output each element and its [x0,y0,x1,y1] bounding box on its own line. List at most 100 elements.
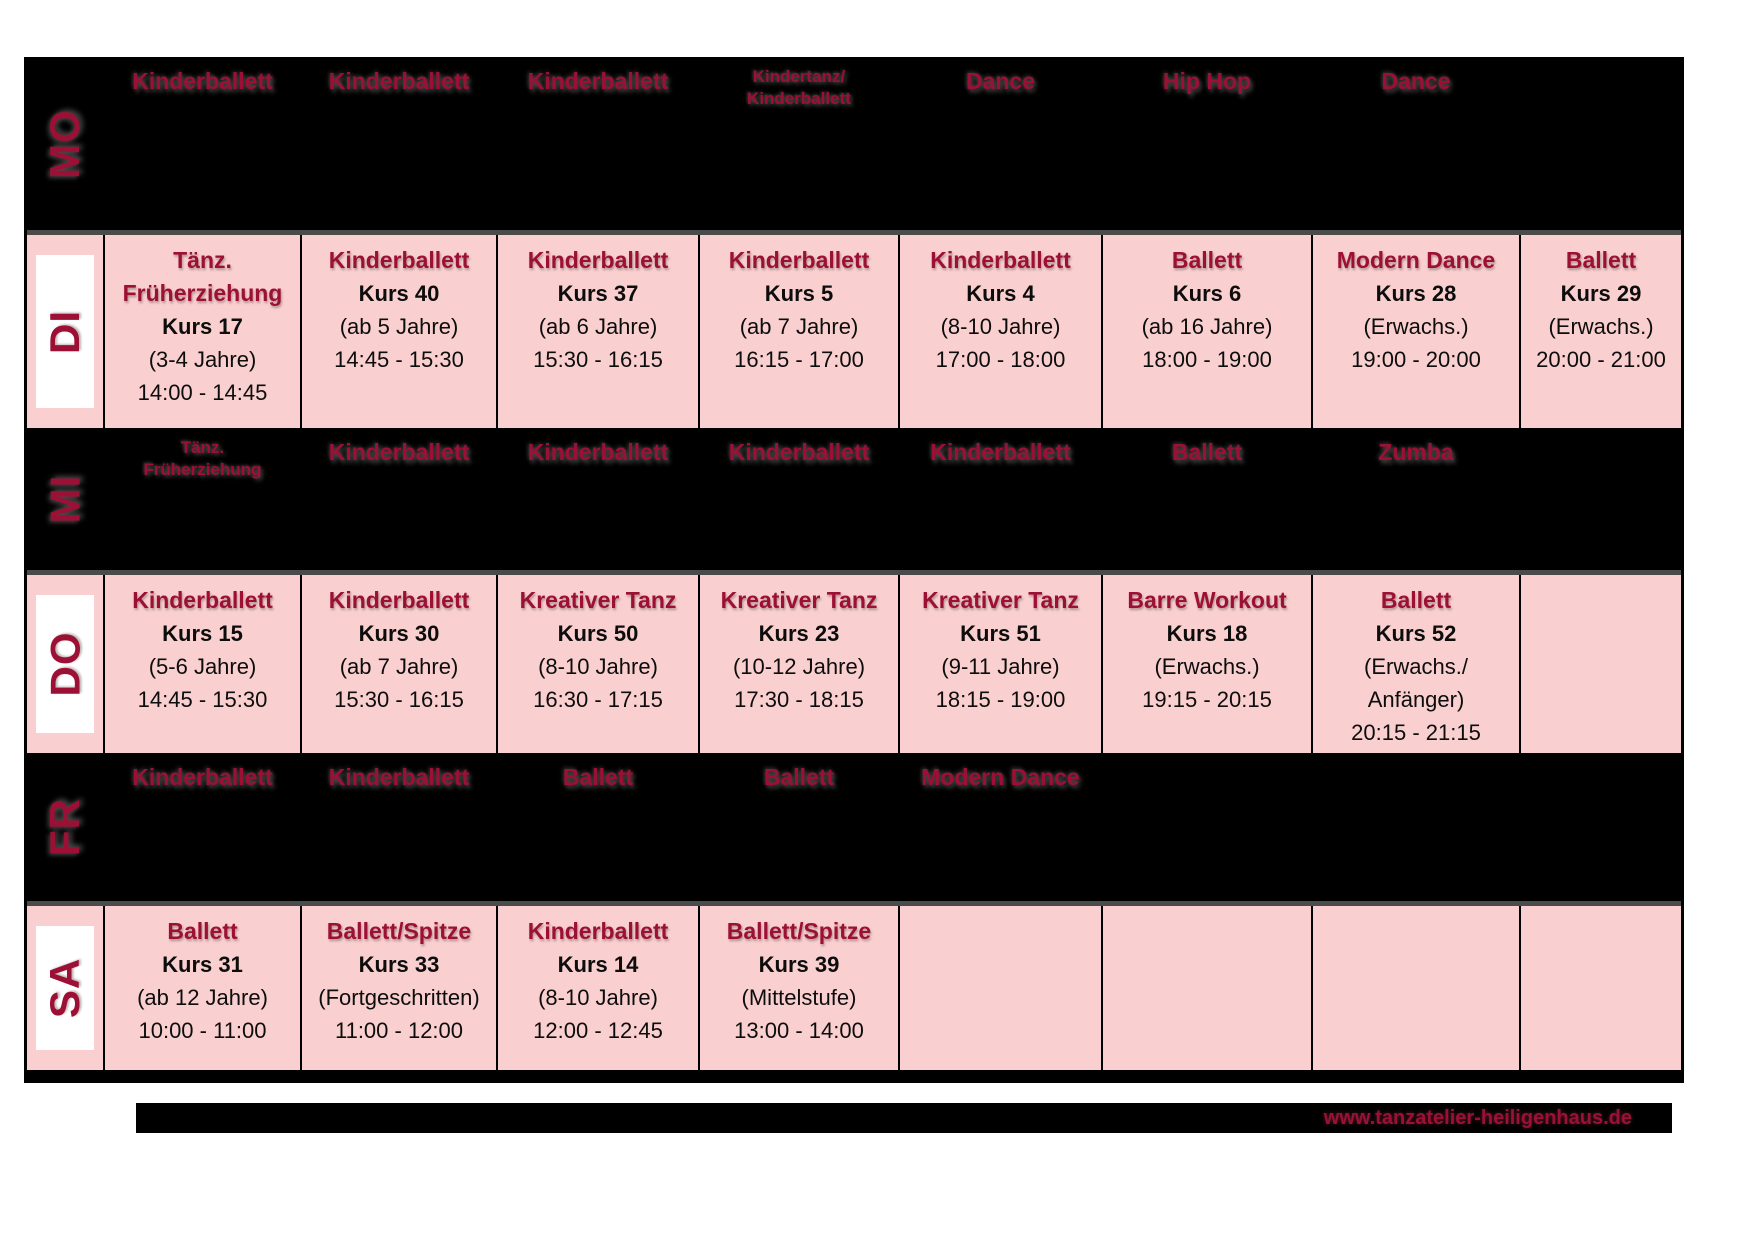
day-label: DI [41,309,88,354]
empty-cell [1519,575,1681,753]
course-cell: Kinderballett Kurs 14 (8-10 Jahre) 12:00… [496,906,698,1070]
course-cell: Kinderballett [103,57,300,230]
course-title: Ballett/Spitze [726,918,872,944]
course-time: 14:45 - 15:30 [334,347,464,372]
course-cell: Kreativer Tanz Kurs 23 (10-12 Jahre) 17:… [698,575,898,753]
course-age: (8-10 Jahre) [940,314,1061,339]
course-time: 18:15 - 19:00 [935,687,1066,712]
course-title: Modern Dance [921,764,1080,790]
course-title: Zumba [1378,439,1454,465]
weekly-schedule-table: MO Kinderballett Kinderballett Kinderbal… [24,57,1684,1083]
course-time: 17:30 - 18:15 [734,687,864,712]
row-thursday: DO Kinderballett Kurs 15 (5-6 Jahre) 14:… [27,570,1681,753]
course-title: Kinderballett [527,68,669,94]
course-cell: Modern Dance [898,753,1101,901]
course-cell: Kreativer Tanz Kurs 51 (9-11 Jahre) 18:1… [898,575,1101,753]
day-label-box: SA [36,926,94,1050]
course-title: Ballett [1171,439,1243,465]
course-cell: Ballett/Spitze Kurs 33 (Fortgeschritten)… [300,906,496,1070]
course-age: (9-11 Jahre) [941,654,1060,679]
course-age: (10-12 Jahre) [732,654,866,679]
course-title: Ballett [1171,247,1243,273]
course-time: 18:00 - 19:00 [1142,347,1272,372]
course-cell: Dance [1311,57,1519,230]
course-title: Kreativer Tanz [922,587,1079,613]
course-cell: Modern Dance Kurs 28 (Erwachs.) 19:00 - … [1311,235,1519,428]
day-label-box: MO [36,77,94,210]
course-age: (Fortgeschritten) [318,985,480,1010]
course-number: Kurs 52 [1375,621,1457,646]
course-cell: Kinderballett [300,57,496,230]
course-number: Kurs 5 [764,281,834,306]
course-title: Barre Workout [1127,587,1287,613]
course-title: Kinderballett [328,764,470,790]
course-number: Kurs 40 [358,281,440,306]
course-age-line2: Anfänger) [1367,687,1465,712]
course-number: Kurs 50 [557,621,639,646]
website-url: www.tanzatelier-heiligenhaus.de [1323,1106,1632,1129]
course-title: Kinderballett [728,247,870,273]
course-title-line2: Kinderballett [747,89,851,108]
course-age: (5-6 Jahre) [148,654,257,679]
course-number: Kurs 37 [557,281,639,306]
course-cell: Kreativer Tanz Kurs 50 (8-10 Jahre) 16:3… [496,575,698,753]
day-label-box: DI [36,255,94,408]
course-cell: Ballett [698,753,898,901]
course-age: (ab 7 Jahre) [739,314,859,339]
row-saturday: SA Ballett Kurs 31 (ab 12 Jahre) 10:00 -… [27,901,1681,1070]
course-number: Kurs 18 [1166,621,1248,646]
course-title: Kindertanz/ [752,67,846,86]
day-column: DO [27,575,103,753]
course-cell: Kindertanz/ Kinderballett [698,57,898,230]
course-title: Tänz. [173,247,232,273]
course-title: Ballett [763,764,835,790]
course-title-line2: Früherziehung [143,460,262,479]
course-cell: Kinderballett Kurs 4 (8-10 Jahre) 17:00 … [898,235,1101,428]
course-title: Dance [965,68,1036,94]
course-cell: Kinderballett [496,57,698,230]
course-time: 19:15 - 20:15 [1142,687,1272,712]
course-title: Kinderballett [328,587,470,613]
row-friday: FR Kinderballett Kinderballett Ballett B… [27,753,1681,901]
course-cell: Kinderballett Kurs 37 (ab 6 Jahre) 15:30… [496,235,698,428]
course-title: Kinderballett [328,68,470,94]
course-title: Kinderballett [930,439,1071,465]
course-title: Kinderballett [132,764,273,790]
course-title: Ballett [1380,587,1452,613]
day-column: MO [27,57,103,230]
day-label-box: DO [36,595,94,733]
course-time: 20:15 - 21:15 [1351,720,1481,745]
course-title: Ballett [167,918,238,944]
course-time: 15:30 - 16:15 [533,347,663,372]
course-time: 16:15 - 17:00 [734,347,864,372]
course-cell: Ballett Kurs 52 (Erwachs./ Anfänger) 20:… [1311,575,1519,753]
course-time: 19:00 - 20:00 [1351,347,1481,372]
course-title: Ballett [1565,247,1637,273]
course-age: (ab 7 Jahre) [339,654,459,679]
course-cell: Ballett Kurs 29 (Erwachs.) 20:00 - 21:00 [1519,235,1681,428]
course-cell: Ballett Kurs 31 (ab 12 Jahre) 10:00 - 11… [103,906,300,1070]
course-number: Kurs 51 [960,621,1041,646]
course-time: 20:00 - 21:00 [1536,347,1666,372]
course-cell: Kinderballett [300,753,496,901]
course-number: Kurs 28 [1375,281,1457,306]
course-number: Kurs 39 [758,952,840,977]
row-tuesday: DI Tänz. Früherziehung Kurs 17 (3-4 Jahr… [27,230,1681,428]
day-label: MI [41,474,88,524]
empty-cell [1519,57,1681,230]
course-title: Kinderballett [132,68,273,94]
day-label: SA [41,957,89,1019]
course-title: Kreativer Tanz [519,587,677,613]
row-monday: MO Kinderballett Kinderballett Kinderbal… [27,57,1681,230]
day-label: FR [41,798,88,856]
empty-cell [898,906,1101,1070]
course-title-line2: Früherziehung [122,280,283,306]
course-title: Kreativer Tanz [720,587,878,613]
course-cell: Tänz. Früherziehung Kurs 17 (3-4 Jahre) … [103,235,300,428]
course-time: 13:00 - 14:00 [734,1018,864,1043]
empty-cell [1101,753,1311,901]
course-cell: Kinderballett Kurs 40 (ab 5 Jahre) 14:45… [300,235,496,428]
course-time: 10:00 - 11:00 [138,1018,267,1043]
course-title: Kinderballett [132,587,273,613]
day-column: MI [27,428,103,570]
